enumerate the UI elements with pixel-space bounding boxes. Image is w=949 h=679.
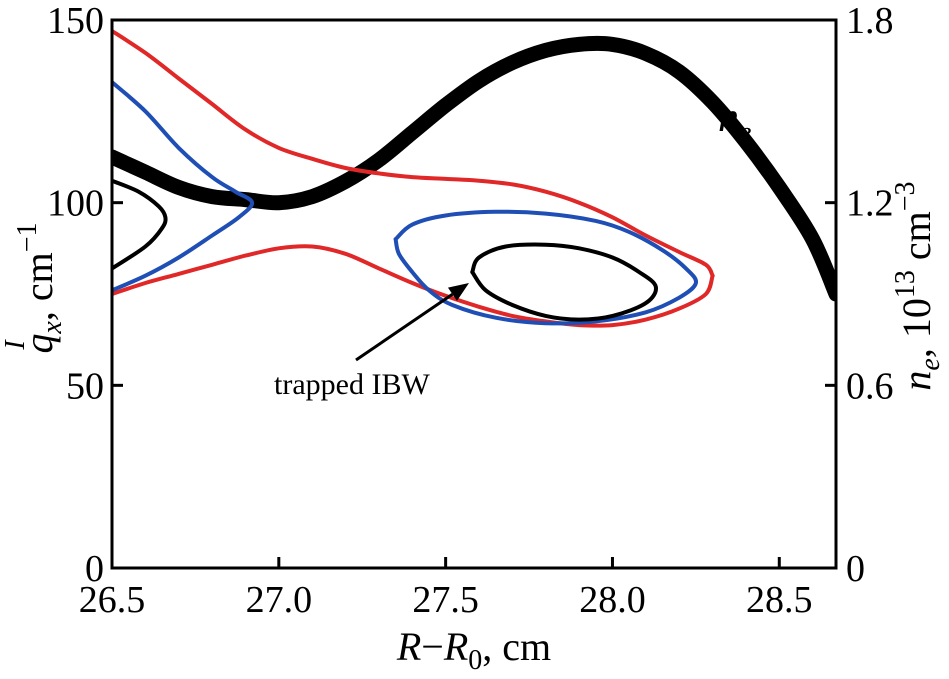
y-left-tick-label: 100 <box>47 183 104 225</box>
y-right-label-unit-b: cm <box>894 211 939 270</box>
series-line-ne-profile <box>112 35 836 302</box>
y-right-label-unit-a: , 10 <box>894 298 939 358</box>
series-label-ne-main: n <box>718 95 739 141</box>
series-layer <box>112 29 836 328</box>
y-right-tick-label: 1.2 <box>846 183 894 225</box>
series-label-ne-sub: e <box>739 117 751 148</box>
y-left-axis-label-text: qx, cm−1 <box>12 222 68 353</box>
y-right-label-unit-b-sup: −3 <box>890 181 921 211</box>
x-axis-label-main: R <box>396 624 421 669</box>
y-right-label-sub: e <box>915 358 946 370</box>
x-axis-label-unit: , cm <box>482 624 551 669</box>
y-right-tick-label: 0.6 <box>846 365 894 407</box>
x-tick-label: 27.0 <box>246 579 313 621</box>
series-line-blue-left <box>112 80 255 293</box>
x-tick-label: 28.5 <box>746 579 813 621</box>
y-right-label-unit-a-sup: 13 <box>890 270 921 298</box>
y-left-label-sub: x <box>37 321 68 335</box>
series-line-black-left <box>112 178 168 271</box>
y-left-label-main: q <box>16 334 61 354</box>
y-left-label-unit: , cm <box>16 252 61 321</box>
ticks-layer: 26.5 27.0 27.5 28.0 28.5 0 50 100 150 0 0.6 1.2 1.8 <box>47 0 894 621</box>
y-left-tick-label: 50 <box>66 365 104 407</box>
x-axis-label-ref-sub: 0 <box>468 645 482 676</box>
x-tick-label: 26.5 <box>79 579 146 621</box>
annotation-arrow <box>355 293 454 362</box>
plot-frame <box>110 18 838 570</box>
y-right-tick-label: 1.8 <box>846 0 894 42</box>
y-left-tick-label: 150 <box>47 0 104 42</box>
annotation-trapped-ibw: trapped IBW <box>274 368 430 401</box>
series-line-blue-loop <box>393 209 699 326</box>
series-line-black-loop <box>470 242 658 322</box>
y-left-axis-label: qx, cm−1 I <box>0 222 68 353</box>
y-left-label-unit-sup: −1 <box>12 222 43 252</box>
x-tick-label: 28.0 <box>579 579 646 621</box>
y-right-tick-label: 0 <box>846 548 865 590</box>
annotation-layer: trapped IBW ne <box>274 95 751 401</box>
y-left-tick-label: 0 <box>85 548 104 590</box>
x-axis-label-ref: R <box>443 624 468 669</box>
series-line-red-upper <box>112 29 715 278</box>
x-axis-label-dash: − <box>421 624 444 669</box>
annotation-arrowhead <box>447 283 469 301</box>
x-axis-label: R−R0, cm <box>396 624 551 676</box>
x-tick-label: 27.5 <box>412 579 479 621</box>
y-left-label-sup: I <box>0 339 31 351</box>
y-right-label-main: n <box>894 371 939 391</box>
series-label-ne: ne <box>718 95 751 148</box>
y-right-axis-label: ne, 1013 cm−3 <box>890 181 946 390</box>
